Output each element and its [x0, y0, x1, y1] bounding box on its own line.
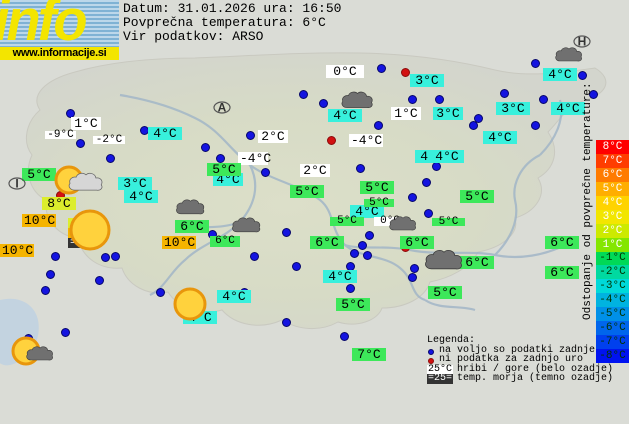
svg-text:I: I — [15, 176, 18, 190]
svg-text:H: H — [578, 34, 587, 48]
svg-text:A: A — [218, 100, 227, 114]
